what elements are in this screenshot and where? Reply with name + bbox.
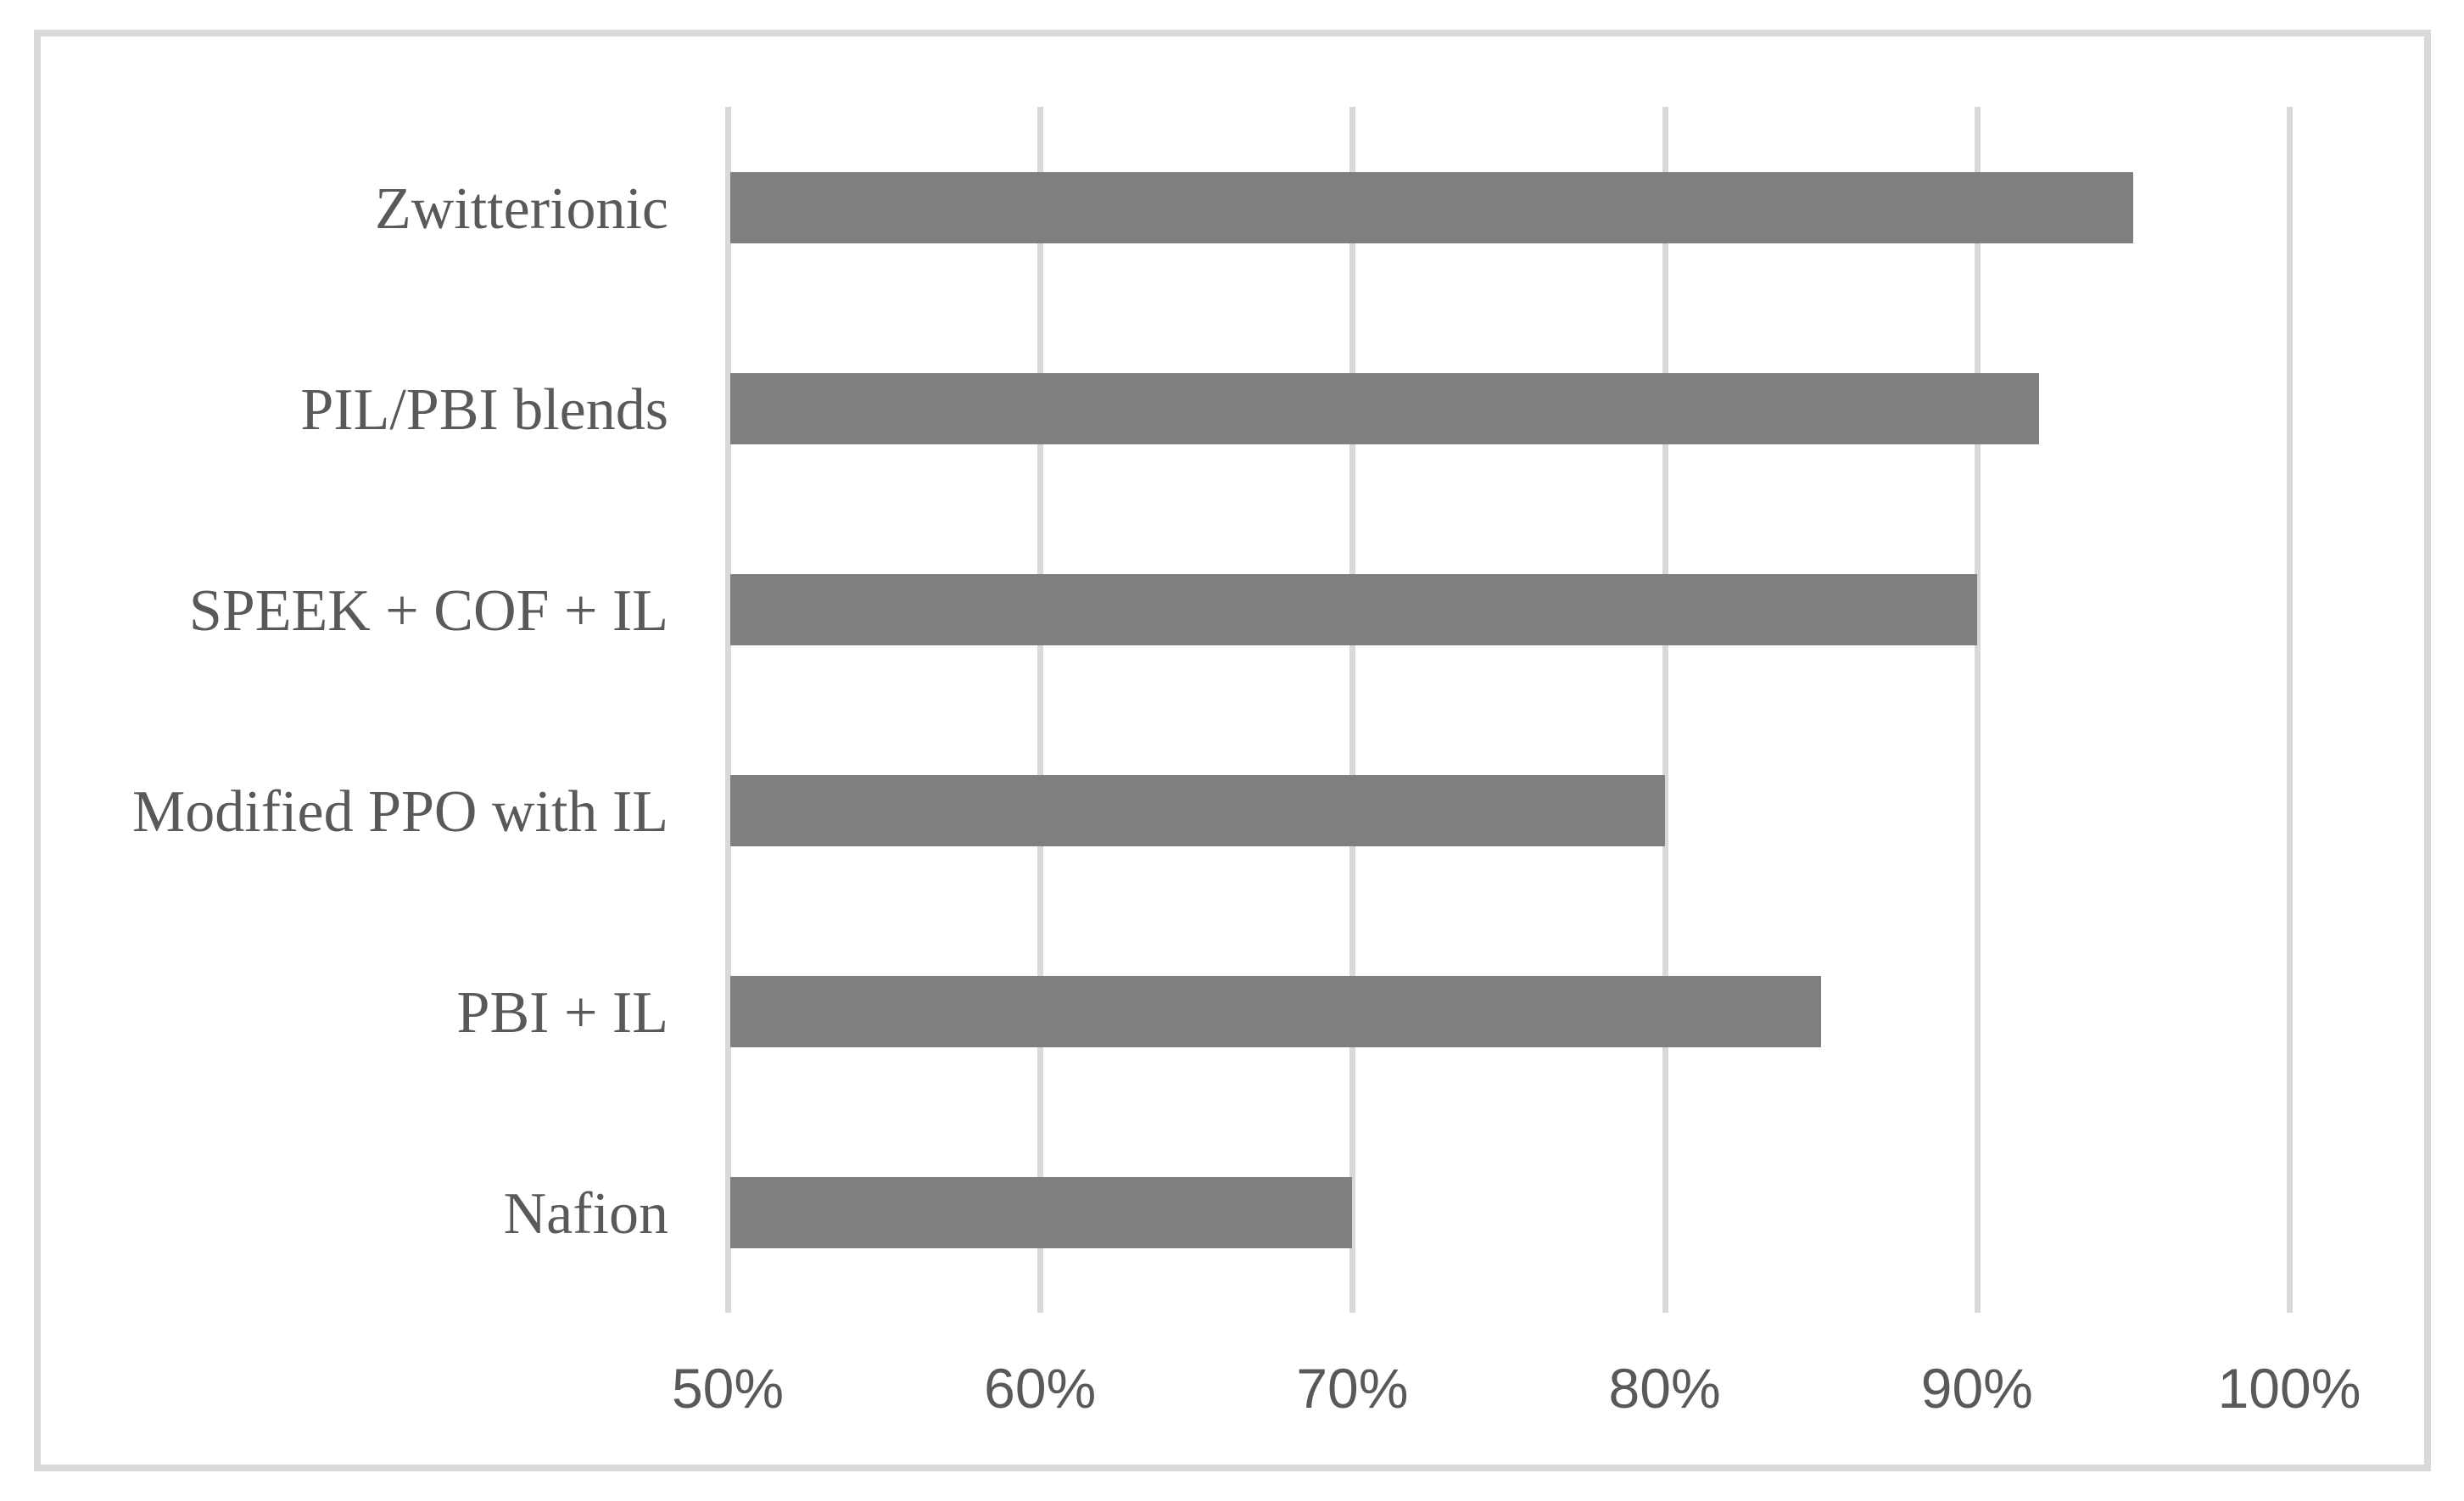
x-tick-label-90: 90% bbox=[1920, 1357, 2033, 1420]
x-tick-label-50: 50% bbox=[671, 1357, 785, 1420]
bar-zwitterionic bbox=[730, 172, 2133, 243]
gridline-70 bbox=[1349, 107, 1356, 1313]
x-tick-label-100: 100% bbox=[2217, 1357, 2361, 1420]
bar-pil-pbi-blends bbox=[730, 373, 2039, 444]
category-label-pil-pbi-blends: PIL/PBI blends bbox=[300, 377, 668, 443]
category-label-speek-cof-il: SPEEK + COF + IL bbox=[188, 578, 668, 644]
category-label-zwitterionic: Zwitterionic bbox=[374, 176, 668, 242]
gridline-60 bbox=[1037, 107, 1044, 1313]
figure-border bbox=[34, 30, 2431, 1471]
category-label-nafion: Nafion bbox=[503, 1181, 668, 1247]
gridline-100 bbox=[2287, 107, 2293, 1313]
category-label-pbi-il: PBI + IL bbox=[456, 980, 668, 1046]
x-tick-label-80: 80% bbox=[1608, 1357, 1721, 1420]
bar-pbi-il bbox=[730, 976, 1821, 1047]
gridline-80 bbox=[1662, 107, 1668, 1313]
x-tick-label-70: 70% bbox=[1296, 1357, 1409, 1420]
bar-modified-ppo-with-il bbox=[730, 775, 1665, 846]
bar-speek-cof-il bbox=[730, 574, 1977, 645]
category-label-modified-ppo-with-il: Modified PPO with IL bbox=[132, 779, 668, 845]
gridline-90 bbox=[1974, 107, 1981, 1313]
x-tick-label-60: 60% bbox=[984, 1357, 1097, 1420]
gridline-50 bbox=[725, 107, 731, 1313]
bar-nafion bbox=[730, 1177, 1352, 1248]
